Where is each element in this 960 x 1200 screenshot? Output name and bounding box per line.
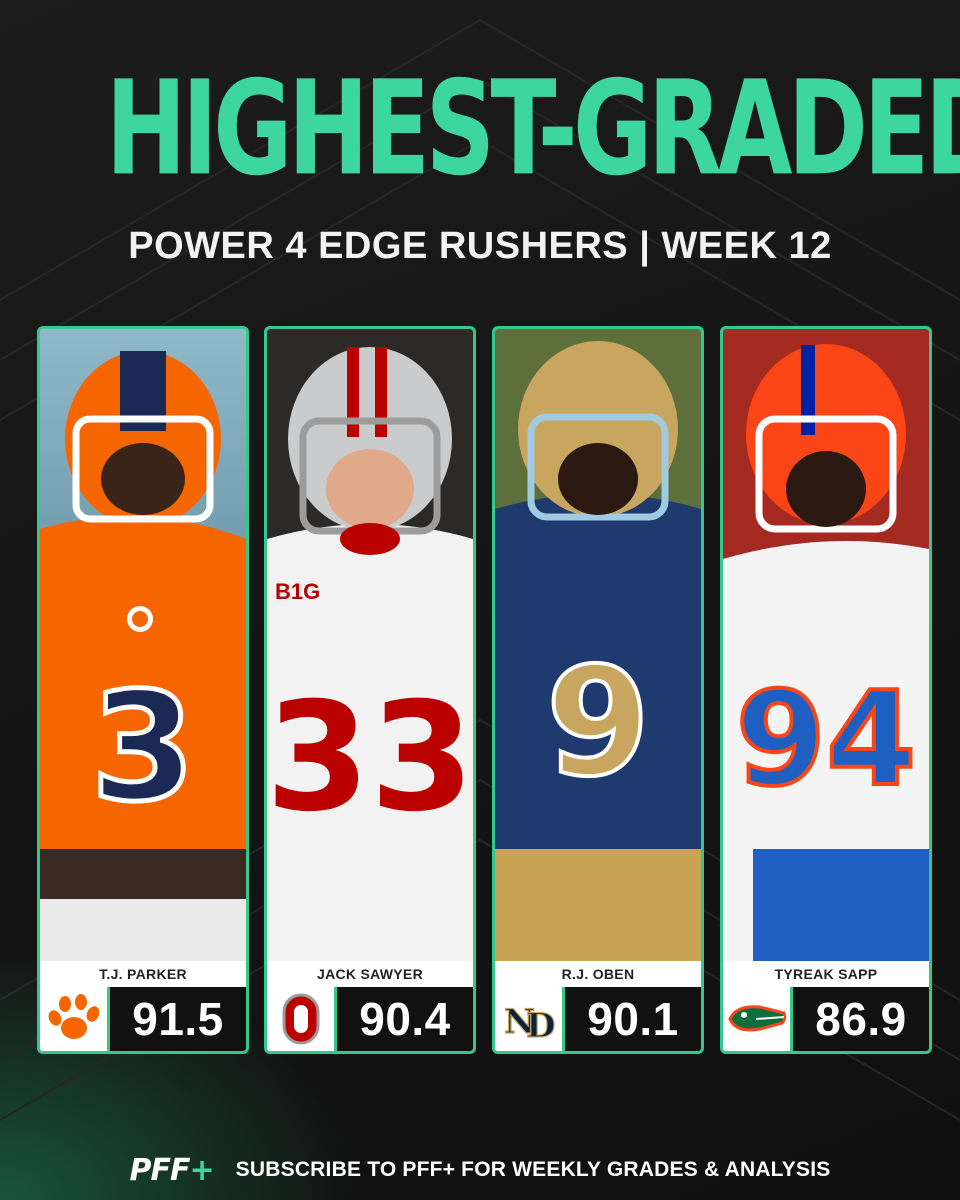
grade-row: 91.5 [40, 987, 246, 1051]
page-subtitle: POWER 4 EDGE RUSHERS | WEEK 12 [128, 225, 832, 267]
player-grade: 86.9 [793, 987, 929, 1051]
player-name: T.J. PARKER [40, 961, 246, 987]
player-card-parker[interactable]: 3 T.J. PARKER 91.5 [37, 326, 249, 1054]
player-grade: 90.4 [337, 987, 473, 1051]
clemson-paw-icon [40, 987, 110, 1051]
player-grade: 91.5 [110, 987, 246, 1051]
player-photo: 94 [723, 329, 929, 961]
player-photo: 3 [40, 329, 246, 961]
pff-plus-logo[interactable]: PFF+ [129, 1152, 215, 1188]
footer-subscribe-text[interactable]: SUBSCRIBE TO PFF+ FOR WEEKLY GRADES & AN… [235, 1158, 831, 1181]
player-name: R.J. OBEN [495, 961, 701, 987]
player-card-oben[interactable]: 9 R.J. OBEN N D 90.1 [492, 326, 704, 1054]
svg-text:B1G: B1G [275, 579, 320, 604]
jersey-number: 94 [736, 663, 917, 815]
player-grade: 90.1 [565, 987, 701, 1051]
svg-text:D: D [526, 1006, 555, 1041]
player-name: JACK SAWYER [267, 961, 473, 987]
plus-glyph: + [189, 1152, 215, 1188]
player-photo: 9 [495, 329, 701, 961]
jersey-number: 33 [267, 671, 473, 845]
player-name: TYREAK SAPP [723, 961, 929, 987]
player-card-sapp[interactable]: 94 TYREAK SAPP 86.9 [720, 326, 932, 1054]
jersey-number: 9 [546, 636, 650, 810]
player-photo: B1G 33 [267, 329, 473, 961]
jersey-number: 3 [91, 661, 195, 835]
grade-row: N D 90.1 [495, 987, 701, 1051]
grade-row: 86.9 [723, 987, 929, 1051]
grade-row: 90.4 [267, 987, 473, 1051]
page-title: HIGHEST-GRADED [105, 53, 960, 205]
footer: PFF+ SUBSCRIBE TO PFF+ FOR WEEKLY GRADES… [0, 1140, 960, 1200]
svg-text:N: N [504, 1002, 535, 1041]
player-card-sawyer[interactable]: B1G 33 JACK SAWYER 90.4 [264, 326, 476, 1054]
notre-dame-nd-icon: N D [495, 987, 565, 1051]
florida-gator-icon [723, 987, 793, 1051]
ohio-state-o-icon [267, 987, 337, 1051]
